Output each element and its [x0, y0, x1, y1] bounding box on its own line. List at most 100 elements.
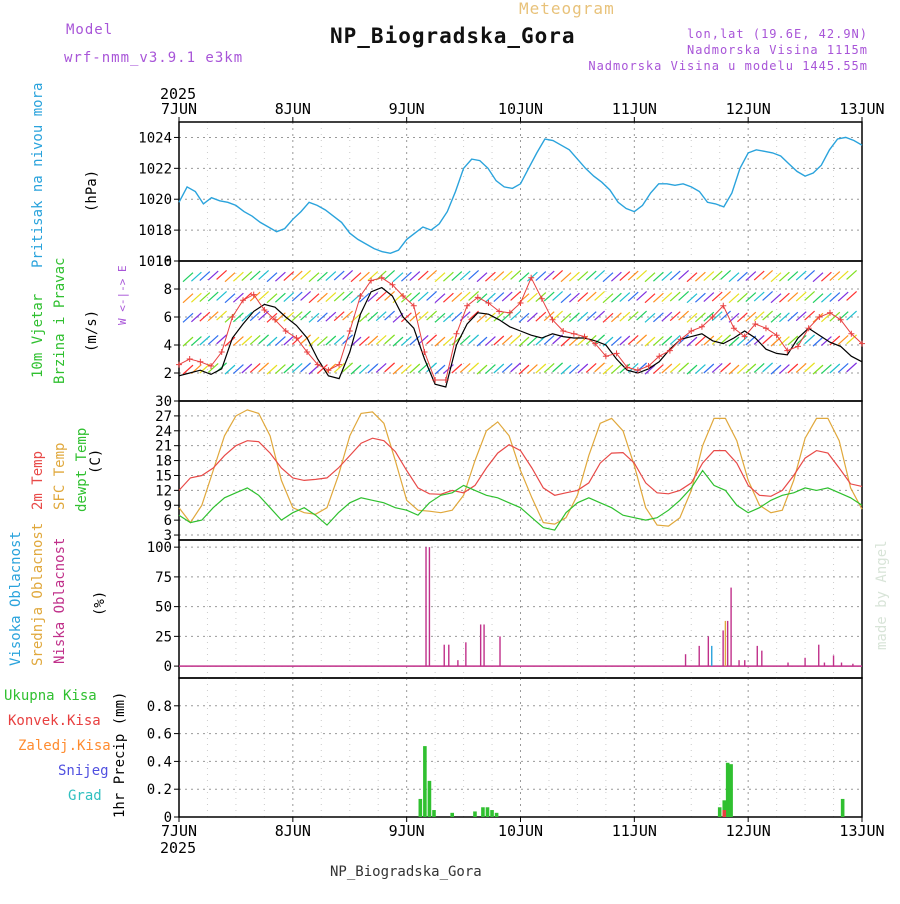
- date-label-bottom: 11JUN: [612, 822, 657, 840]
- temp-2m-label: 2m Temp: [30, 451, 46, 510]
- temp-sfc-label: SFC Temp: [52, 443, 68, 510]
- precip-bar: [450, 813, 454, 817]
- ytick-label: 21: [155, 439, 172, 455]
- wind-gust-marker: [379, 275, 385, 281]
- precip-unit: 1hr Precip (mm): [112, 692, 128, 818]
- ytick-label: 0.4: [147, 754, 172, 770]
- precip-bar: [428, 781, 432, 817]
- ytick-label: 100: [147, 540, 172, 556]
- wind-gust-marker: [347, 328, 353, 334]
- date-label-top: 13JUN: [839, 100, 884, 118]
- wind-gust-marker: [784, 348, 790, 354]
- ytick-label: 27: [155, 409, 172, 425]
- cloud-low-label: Niska Oblacnost: [52, 538, 68, 664]
- date-label-top: 12JUN: [726, 100, 771, 118]
- wind-label-2: Brzina i Pravac: [52, 258, 68, 384]
- ytick-label: 0.6: [147, 727, 172, 743]
- wind-compass: W <-|-> E: [116, 265, 129, 325]
- coords-label: lon,lat (19.6E, 42.9N): [687, 27, 868, 41]
- wind-label-1: 10m Vjetar: [30, 294, 46, 378]
- date-label-bottom: 9JUN: [389, 822, 425, 840]
- precip-bar: [481, 807, 485, 817]
- ytick-label: 1024: [138, 130, 172, 146]
- ytick-label: 75: [155, 570, 172, 586]
- wind-gust-marker: [187, 356, 193, 362]
- model-name: wrf-nmm_v3.9.1 e3km: [64, 50, 243, 66]
- meteogram-chart: Model wrf-nmm_v3.9.1 e3km Meteogram NP_B…: [0, 0, 900, 900]
- ytick-label: 25: [155, 629, 172, 645]
- ytick-label: 9: [164, 498, 172, 514]
- cloud-unit: (%): [92, 591, 108, 616]
- ytick-label: 6: [164, 310, 172, 326]
- precip-bar: [718, 807, 722, 817]
- date-label-bottom: 12JUN: [726, 822, 771, 840]
- ytick-label: 15: [155, 468, 172, 484]
- ytick-label: 30: [155, 394, 172, 410]
- wind-gust-marker: [774, 332, 780, 338]
- precip-grad-label: Grad: [68, 788, 102, 804]
- date-label-bottom: 7JUN: [161, 822, 197, 840]
- watermark: made by Angel: [874, 540, 890, 650]
- date-label-top: 11JUN: [612, 100, 657, 118]
- wind-gust-marker: [176, 362, 182, 368]
- precip-bar: [729, 764, 733, 817]
- precip-bar: [841, 799, 845, 817]
- precip-snow-label: Snijeg: [58, 763, 109, 779]
- wind-gust-marker: [229, 314, 235, 320]
- wind-unit: (m/s): [84, 310, 100, 352]
- wind-gust-marker: [453, 331, 459, 337]
- date-label-bottom: 13JUN: [839, 822, 884, 840]
- precip-bar: [419, 799, 423, 817]
- precip-bar: [473, 811, 477, 817]
- cloud-mid-label: Srednja Oblacnost: [30, 523, 46, 666]
- precip-bar: [722, 810, 726, 817]
- pressure-unit: (hPa): [84, 170, 100, 212]
- date-label-top: 7JUN: [161, 100, 197, 118]
- wind-gust-marker: [795, 343, 801, 349]
- ytick-label: 50: [155, 600, 172, 616]
- elevation-label: Nadmorska Visina 1115m: [687, 43, 868, 57]
- ytick-label: 0.2: [147, 782, 172, 798]
- year-bottom: 2025: [160, 839, 196, 857]
- precip-bar: [432, 810, 436, 817]
- model-label: Model: [66, 22, 113, 38]
- ytick-label: 18: [155, 454, 172, 470]
- panel-frame: [179, 122, 862, 261]
- wind-gust-marker: [763, 325, 769, 331]
- ytick-label: 10: [155, 254, 172, 270]
- precip-bar: [490, 810, 494, 817]
- wind-gust-marker: [827, 310, 833, 316]
- pressure-label: Pritisak na nivou mora: [30, 83, 46, 268]
- product-title: Meteogram: [519, 0, 615, 18]
- precip-bar: [495, 813, 499, 817]
- wind-gust-marker: [539, 296, 545, 302]
- panel-frame: [179, 540, 862, 678]
- date-label-bottom: 8JUN: [275, 822, 311, 840]
- panel-frame: [179, 678, 862, 817]
- station-title: NP_Biogradska_Gora: [330, 24, 576, 48]
- footer-station: NP_Biogradska_Gora: [330, 864, 482, 880]
- precip-bar: [726, 763, 730, 817]
- ytick-label: 6: [164, 513, 172, 529]
- model-elevation-label: Nadmorska Visina u modelu 1445.55m: [588, 59, 868, 73]
- ytick-label: 1018: [138, 223, 172, 239]
- precip-bar: [423, 746, 427, 817]
- ytick-label: 12: [155, 483, 172, 499]
- date-label-top: 8JUN: [275, 100, 311, 118]
- ytick-label: 0.8: [147, 699, 172, 715]
- precip-frz-label: Zaledj.Kisa: [18, 738, 111, 754]
- precip-conv-label: Konvek.Kisa: [8, 713, 101, 729]
- date-label-top: 9JUN: [389, 100, 425, 118]
- wind-gust-marker: [368, 278, 374, 284]
- precip-total-label: Ukupna Kisa: [4, 688, 97, 704]
- ytick-label: 8: [164, 282, 172, 298]
- temp-unit: (C): [88, 449, 104, 474]
- ytick-label: 24: [155, 424, 172, 440]
- precip-bar: [486, 807, 490, 817]
- wind-gust-marker: [571, 331, 577, 337]
- ytick-label: 2: [164, 366, 172, 382]
- wind-gust-marker: [197, 359, 203, 365]
- ytick-label: 1020: [138, 192, 172, 208]
- ytick-label: 1022: [138, 161, 172, 177]
- cloud-high-label: Visoka Oblacnost: [8, 531, 24, 666]
